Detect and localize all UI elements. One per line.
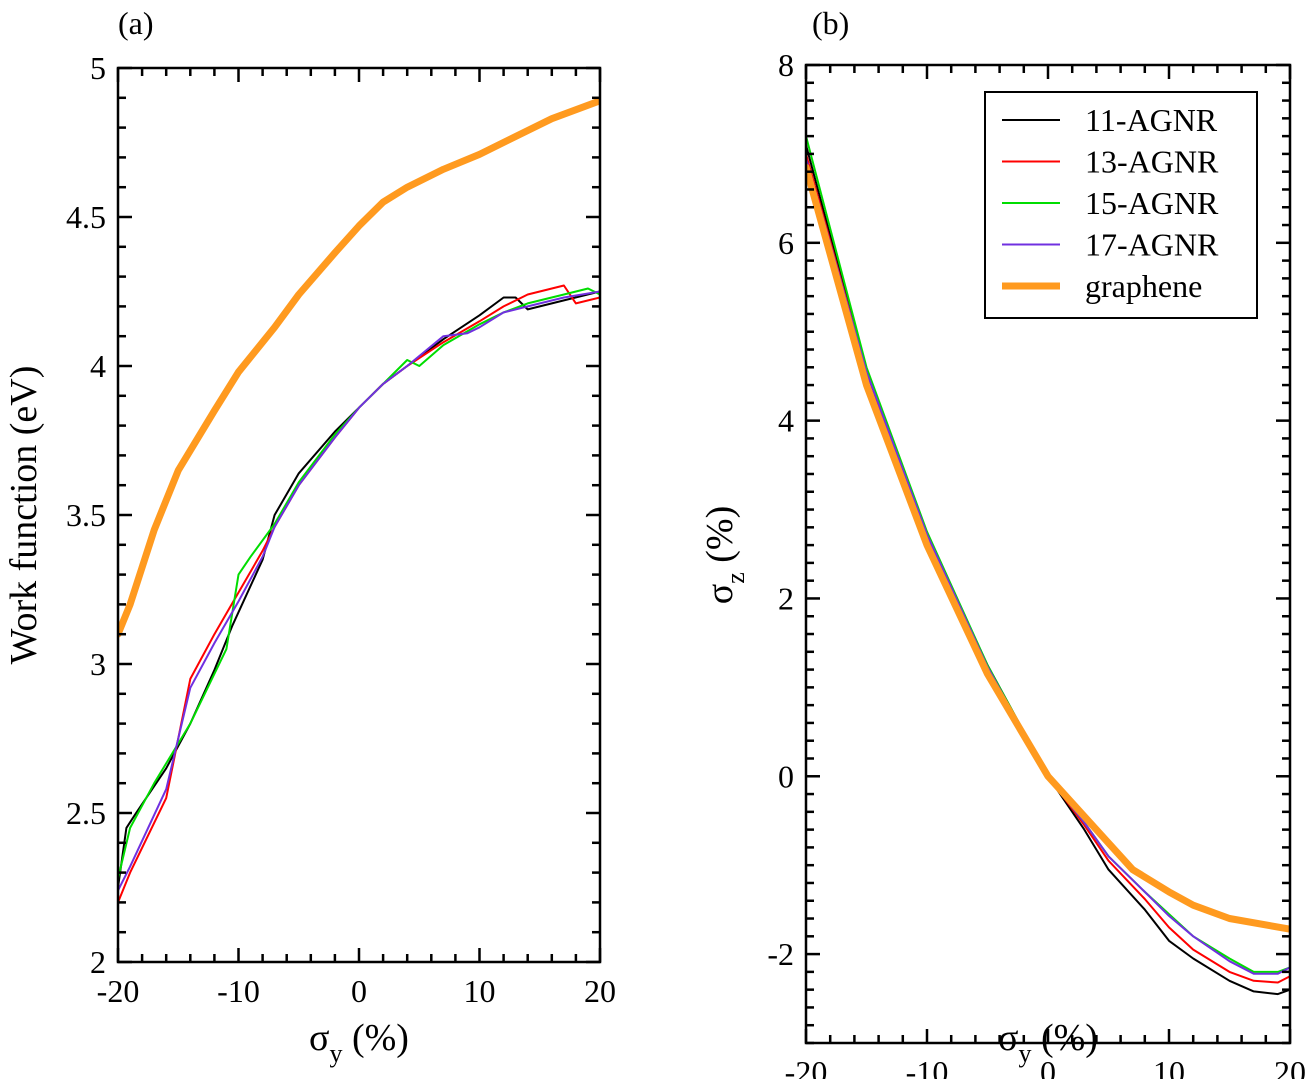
x-tick-label: -10 [217, 973, 260, 1009]
panel-a-xlabel-unit: (%) [343, 1017, 409, 1059]
y-tick-label: 8 [778, 47, 794, 83]
series-line-15-agnr [118, 287, 600, 880]
series-line-graphene [118, 97, 600, 638]
x-tick-label: 10 [1153, 1054, 1185, 1079]
x-tick-label: -20 [785, 1054, 828, 1079]
y-tick-label: 2 [90, 944, 106, 980]
panel-b-xlabel: σy (%) [998, 1017, 1098, 1068]
legend-label-graphene: graphene [1085, 268, 1202, 304]
x-tick-label: -10 [906, 1054, 949, 1079]
plot-frame [116, 66, 602, 964]
panel-b-xlabel-sub: y [1019, 1039, 1032, 1068]
series-line-graphene [806, 163, 1290, 933]
panel-a: -20 -10 0 10 20 2 2.5 3 3.5 4 4.5 5 [66, 50, 616, 1009]
panel-b-label: (b) [812, 5, 849, 41]
x-tick-label: 20 [584, 973, 616, 1009]
y-tick-label: 2 [778, 580, 794, 616]
y-tick-label: 3 [90, 646, 106, 682]
y-tick-label: 3.5 [66, 497, 106, 533]
ticks [116, 66, 602, 964]
series-line-17-agnr [118, 290, 600, 892]
legend-label-17-agnr: 17-AGNR [1085, 227, 1219, 263]
panel-a-xlabel: σy (%) [309, 1017, 409, 1068]
y-tick-label: 5 [90, 50, 106, 86]
panel-a-xlabel-sigma: σ [309, 1017, 329, 1059]
series-line-17-agnr [806, 157, 1290, 975]
panel-b-xlabel-unit: (%) [1032, 1017, 1098, 1059]
legend-box [984, 91, 1258, 319]
panel-b: -20 -10 0 10 20-20246811-AGNR13-AGNR15-AGNR1… [767, 47, 1306, 1079]
plot-frame [804, 63, 1292, 1045]
x-tick-label: 0 [1040, 1054, 1056, 1079]
panel-b-ylabel: σz (%) [699, 506, 750, 605]
y-tick-label: -2 [767, 936, 794, 972]
legend-label-13-agnr: 13-AGNR [1085, 144, 1219, 180]
y-tick-label: 6 [778, 225, 794, 261]
series-group [806, 135, 1290, 996]
y-tick-label: 2.5 [66, 795, 106, 831]
x-tick-label: -20 [97, 973, 140, 1009]
panel-b-xlabel-sigma: σ [998, 1017, 1018, 1059]
panel-a-label: (a) [118, 5, 154, 41]
x-tick-label: 10 [464, 973, 496, 1009]
series-line-13-agnr [118, 284, 600, 904]
series-group [118, 97, 600, 904]
series-line-11-agnr [118, 290, 600, 889]
y-tick-label: 4 [778, 403, 794, 439]
panel-a-ylabel: Work function (eV) [3, 366, 45, 665]
x-tick-label: 20 [1274, 1054, 1306, 1079]
panel-a-xlabel-sub: y [330, 1039, 343, 1068]
legend-label-15-agnr: 15-AGNR [1085, 185, 1219, 221]
panel-b-ylabel-sigma: σ [699, 584, 741, 604]
y-tick-label: 4.5 [66, 199, 106, 235]
panel-b-ylabel-unit: (%) [699, 506, 741, 572]
panel-b-ylabel-sub: z [721, 572, 750, 584]
y-tick-label: 0 [778, 758, 794, 794]
legend: 11-AGNR 13-AGNR 15-AGNR 17-AGNR graphene [984, 91, 1258, 319]
legend-label-11-agnr: 11-AGNR [1085, 102, 1218, 138]
y-tick-label: 4 [90, 348, 106, 384]
x-tick-label: 0 [351, 973, 367, 1009]
